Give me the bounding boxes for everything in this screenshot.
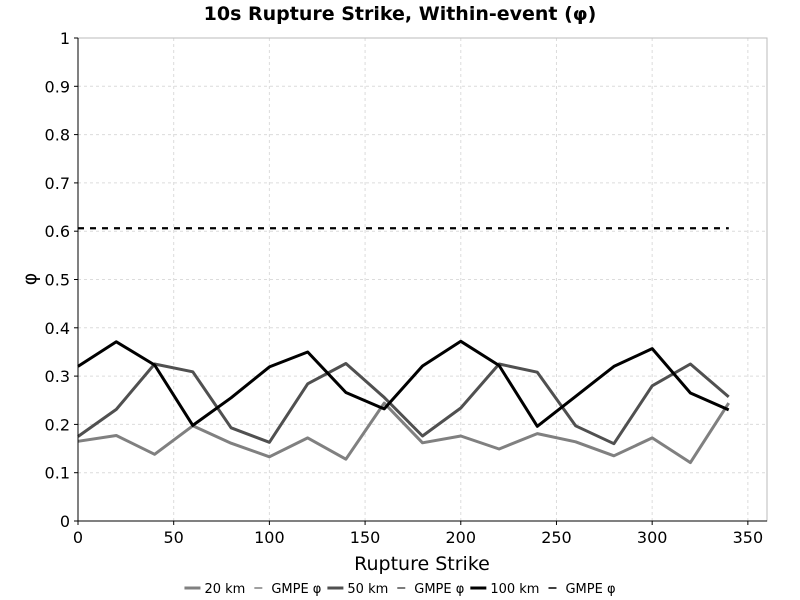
x-tick-label: 300 bbox=[637, 528, 668, 547]
x-tick-label: 350 bbox=[733, 528, 764, 547]
plot-area bbox=[77, 227, 730, 465]
y-tick-label: 0.9 bbox=[45, 77, 70, 96]
series-line-100-km-4 bbox=[77, 339, 730, 428]
y-tick-label: 0.7 bbox=[45, 174, 70, 193]
x-tick-label: 100 bbox=[254, 528, 285, 547]
y-tick-label: 0.1 bbox=[45, 464, 70, 483]
chart-title: 10s Rupture Strike, Within-event (φ) bbox=[204, 3, 597, 25]
legend-label: GMPE φ bbox=[565, 582, 615, 597]
legend: 20 km GMPE φ 50 km GMPE φ 100 km GMPE φ bbox=[184, 582, 616, 597]
y-tick-label: 0.4 bbox=[45, 319, 70, 338]
y-tick-label: 0.2 bbox=[45, 415, 70, 434]
y-tick-label: 0.3 bbox=[45, 367, 70, 386]
x-axis-label: Rupture Strike bbox=[354, 553, 490, 575]
x-tick-label: 0 bbox=[73, 528, 83, 547]
x-tick-label: 250 bbox=[541, 528, 572, 547]
x-tick-label: 150 bbox=[350, 528, 381, 547]
legend-label: 50 km bbox=[347, 582, 388, 597]
legend-label: GMPE φ bbox=[271, 582, 321, 597]
series-line-20-km-0 bbox=[77, 401, 730, 465]
x-tick-label: 200 bbox=[446, 528, 477, 547]
y-tick-label: 1 bbox=[60, 29, 70, 48]
y-tick-label: 0.6 bbox=[45, 222, 70, 241]
legend-label: 100 km bbox=[490, 582, 539, 597]
y-axis-label: φ bbox=[19, 273, 41, 286]
legend-label: GMPE φ bbox=[414, 582, 464, 597]
y-tick-label: 0.5 bbox=[45, 271, 70, 290]
grid bbox=[77, 37, 767, 522]
series-line-50-km-2 bbox=[77, 362, 730, 446]
y-tick-label: 0 bbox=[60, 512, 70, 531]
legend-label: 20 km bbox=[204, 582, 245, 597]
y-tick-label: 0.8 bbox=[45, 126, 70, 145]
axes: 0 50 100 150 200 250 300 350 0 0.1 0.2 0.3 0.4 0.5 0.6… bbox=[45, 29, 768, 547]
x-tick-label: 50 bbox=[164, 528, 184, 547]
